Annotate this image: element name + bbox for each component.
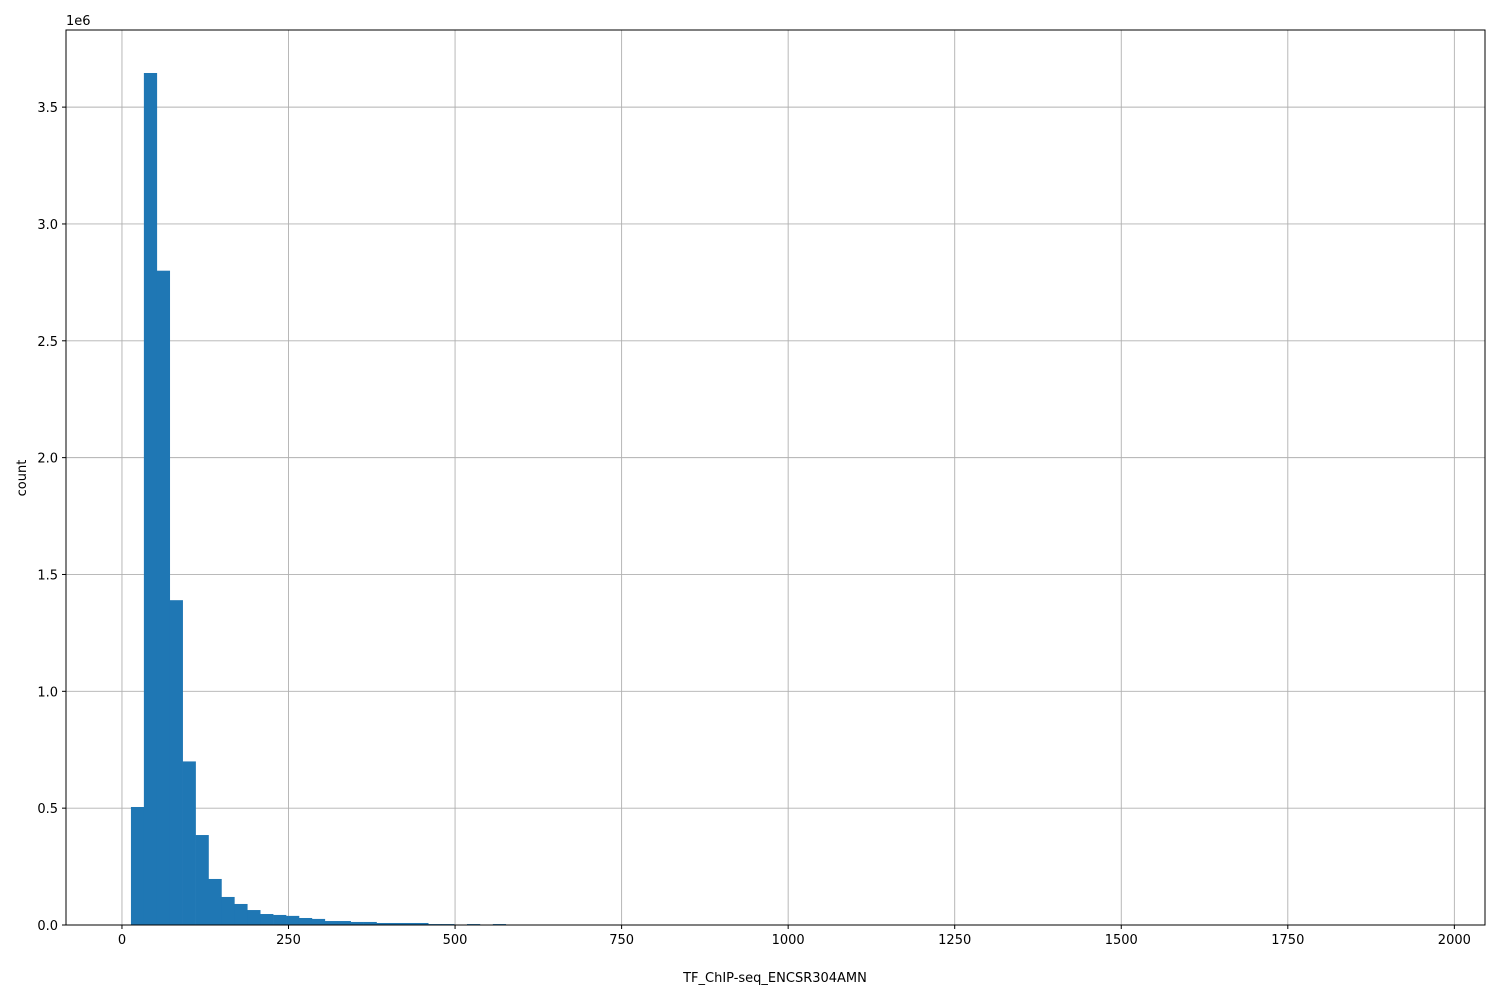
x-axis: 0 250 500 750 1000 1250 1500 1750 2000 xyxy=(118,925,1471,948)
x-tick-label: 750 xyxy=(609,933,634,948)
histogram-bar xyxy=(402,922,416,925)
x-tick-label: 0 xyxy=(118,933,126,948)
histogram-bar xyxy=(182,761,196,925)
x-tick-label: 2000 xyxy=(1438,933,1471,948)
bars xyxy=(130,72,507,926)
x-tick-label: 1000 xyxy=(772,933,805,948)
x-tick-label: 1250 xyxy=(938,933,971,948)
axes-frame xyxy=(65,29,1486,926)
y-tick-label: 0.0 xyxy=(37,919,58,934)
y-axis: 0.0 0.5 1.0 1.5 2.0 2.5 3.0 3.5 xyxy=(37,101,66,934)
histogram-bar xyxy=(350,921,364,925)
y-tick-label: 0.5 xyxy=(37,802,58,817)
histogram-bar xyxy=(337,921,351,925)
histogram-bar xyxy=(260,914,274,925)
histogram-bar xyxy=(234,903,248,925)
histogram-bar xyxy=(298,917,313,925)
histogram-bar xyxy=(415,922,429,925)
histogram-bar xyxy=(376,922,390,925)
y-tick-label: 3.0 xyxy=(37,218,58,233)
histogram-bar xyxy=(169,600,183,925)
y-offset-label: 1e6 xyxy=(66,14,91,29)
y-tick-label: 2.0 xyxy=(37,452,58,467)
x-tick-label: 1750 xyxy=(1271,933,1304,948)
x-tick-label: 250 xyxy=(276,933,301,948)
histogram-bar xyxy=(286,915,300,925)
histogram-bar xyxy=(363,921,377,925)
histogram-bar xyxy=(247,910,261,925)
histogram-bar xyxy=(208,878,222,925)
y-tick-label: 1.5 xyxy=(37,568,58,583)
histogram-bar xyxy=(273,914,287,925)
y-tick-label: 2.5 xyxy=(37,335,58,350)
histogram-bar xyxy=(130,806,145,925)
histogram-bar xyxy=(311,918,326,925)
x-tick-label: 1500 xyxy=(1105,933,1138,948)
histogram-bar xyxy=(389,922,403,925)
histogram-bar xyxy=(156,270,171,925)
histogram-bar xyxy=(143,72,158,926)
histogram-bar xyxy=(221,896,235,925)
x-tick-label: 500 xyxy=(443,933,468,948)
histogram-bar xyxy=(324,921,339,925)
grid xyxy=(66,30,1485,926)
histogram-bar xyxy=(195,835,209,925)
y-tick-label: 3.5 xyxy=(37,101,58,116)
y-axis-label: count xyxy=(15,460,30,497)
x-axis-label: TF_ChIP-seq_ENCSR304AMN xyxy=(682,971,867,986)
y-tick-label: 1.0 xyxy=(37,685,58,700)
